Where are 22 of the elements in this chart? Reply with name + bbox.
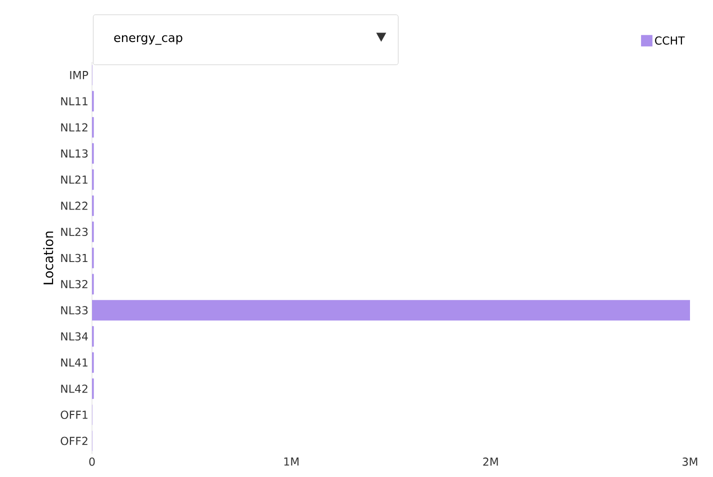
y-tick-label: NL21: [61, 176, 88, 184]
y-tick-label: NL31: [61, 254, 88, 262]
y-tick-label: OFF1: [60, 410, 88, 419]
y-tick-label: NL12: [61, 123, 88, 132]
x-tick-label: 3M: [682, 458, 698, 466]
y-tick-label: NL23: [61, 228, 88, 236]
y-tick-label: NL42: [61, 384, 88, 393]
x-tick-label: 2M: [483, 458, 498, 466]
y-tick-label: NL32: [61, 280, 88, 288]
x-tick-label: 1M: [284, 458, 298, 466]
x-tick-label: 0: [89, 458, 95, 466]
text: energy_cap: [114, 35, 182, 45]
y-tick-label: IMP: [70, 71, 88, 80]
y-tick-label: NL22: [61, 202, 88, 210]
y-tick-label: NL11: [61, 97, 88, 106]
y-tick-label: NL33: [61, 306, 88, 314]
y-tick-label: NL34: [61, 332, 88, 341]
y-tick-label: OFF2: [60, 436, 88, 446]
y-axis-title: Location: [43, 232, 54, 284]
y-tick-label: NL13: [61, 149, 88, 158]
y-tick-label: NL41: [61, 358, 88, 367]
legend-label: CCHT: [655, 36, 685, 45]
